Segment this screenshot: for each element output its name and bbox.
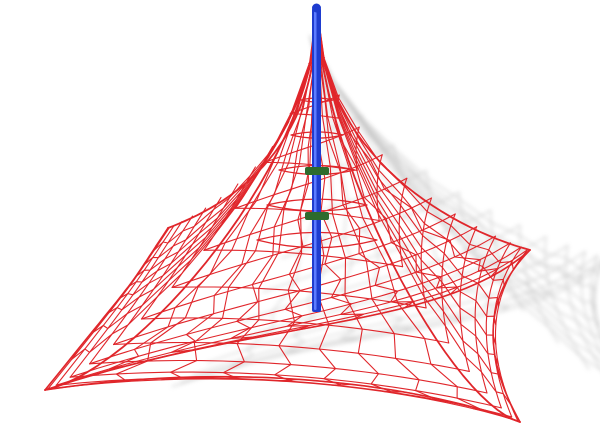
rope-segment	[140, 196, 222, 320]
rope-segment	[580, 251, 600, 352]
rope-segment	[203, 249, 404, 268]
rope-segment	[219, 7, 318, 380]
rope-segment	[224, 236, 547, 346]
rope-segment	[316, 7, 405, 393]
rope-segment	[492, 249, 531, 423]
central-mast	[312, 3, 321, 312]
rope-segment	[256, 231, 378, 249]
rope-segment	[113, 207, 207, 346]
rope-segment	[144, 7, 318, 265]
rope-segment	[171, 183, 239, 288]
rope-segment	[167, 7, 318, 229]
mast-clamps	[305, 167, 329, 220]
rope-segment	[69, 371, 502, 409]
rope-segment	[519, 224, 560, 344]
rope-segment	[309, 35, 550, 299]
rope-segment	[474, 235, 496, 394]
rope-segment	[592, 270, 600, 337]
rope-segment	[316, 7, 497, 326]
rope-segment	[309, 35, 596, 293]
rope-segment	[398, 177, 408, 268]
rope-segment	[425, 170, 447, 232]
rope-segment	[316, 7, 504, 385]
rope-segment	[459, 226, 478, 372]
rope-segment	[55, 224, 175, 386]
rope-segment	[309, 35, 600, 370]
rope-segment	[309, 35, 597, 310]
rope-segment	[300, 97, 334, 103]
rope-segment	[171, 286, 427, 309]
rope-segment	[192, 250, 586, 376]
rope-segment	[44, 227, 169, 391]
rope-segment	[140, 317, 450, 344]
rope-segment	[89, 359, 488, 394]
rope-segment	[316, 7, 531, 251]
rope-segment	[266, 198, 368, 212]
rope-segment	[316, 7, 499, 365]
rope-segment	[316, 7, 491, 413]
rope-segment	[309, 35, 414, 333]
rope-segment	[376, 154, 383, 222]
rope-segment	[316, 7, 511, 405]
rope-segment	[92, 7, 318, 333]
rope-segment	[47, 378, 519, 422]
rope-segment	[309, 35, 600, 362]
rope-segment	[544, 236, 590, 370]
rope-segment	[44, 375, 521, 423]
rope-segment	[44, 7, 318, 391]
rope-segment	[44, 249, 531, 391]
upper-clamp	[305, 167, 329, 175]
lower-clamp	[305, 212, 329, 220]
rope-segment	[309, 35, 600, 353]
rope-segment	[309, 35, 600, 337]
rope-segment	[309, 35, 600, 277]
net-shadow	[171, 35, 600, 388]
rope-segment	[485, 242, 511, 409]
rope-segment	[44, 376, 521, 423]
rope-net	[44, 7, 531, 423]
rope-segment	[316, 7, 518, 271]
rope-segment	[113, 341, 470, 372]
rope-segment	[316, 7, 500, 307]
rope-segment	[316, 7, 497, 345]
rope-segment	[71, 7, 318, 360]
rope-segment	[420, 197, 433, 309]
rope-segment	[274, 7, 318, 382]
rope-segment	[290, 131, 344, 139]
rope-segment	[441, 213, 456, 344]
rope-segment	[490, 210, 525, 312]
rope-segment	[565, 245, 600, 369]
rope-segment	[69, 221, 183, 378]
rope-segment	[316, 7, 521, 423]
rope-segment	[242, 224, 521, 322]
rope-segment	[278, 164, 356, 176]
rope-segment	[89, 215, 194, 365]
rope-segment	[153, 7, 318, 251]
rope-segment	[262, 209, 492, 293]
rope-segment	[316, 7, 414, 309]
rope-segment	[234, 207, 380, 222]
